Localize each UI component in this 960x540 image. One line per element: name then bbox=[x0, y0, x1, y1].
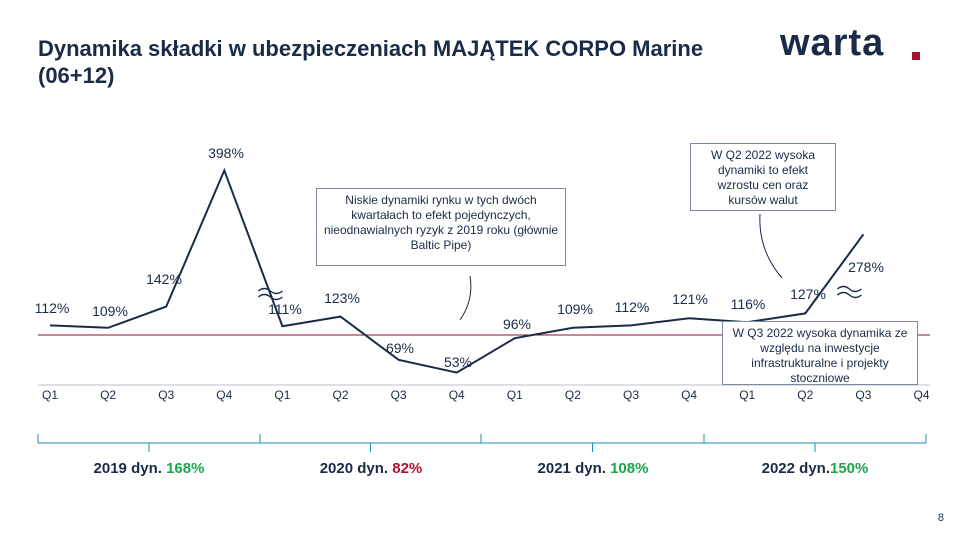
series-line bbox=[49, 167, 865, 374]
x-tick-label: Q4 bbox=[449, 388, 465, 402]
x-tick-label: Q4 bbox=[681, 388, 697, 402]
year-bracket bbox=[703, 434, 927, 452]
x-tick-label: Q4 bbox=[913, 388, 929, 402]
x-tick-label: Q2 bbox=[797, 388, 813, 402]
year-summary-2022: 2022 dyn.150% bbox=[761, 460, 869, 477]
note-2022-q2-connector bbox=[759, 213, 783, 279]
x-tick-label: Q3 bbox=[855, 388, 871, 402]
data-label: 109% bbox=[557, 301, 593, 317]
year-summary-2021: 2021 dyn. 108% bbox=[537, 460, 649, 477]
x-tick-label: Q2 bbox=[565, 388, 581, 402]
x-tick-label: Q2 bbox=[100, 388, 116, 402]
page-number: 8 bbox=[937, 512, 944, 524]
year-bracket bbox=[37, 434, 261, 452]
x-tick-label: Q1 bbox=[42, 388, 58, 402]
data-label: 53% bbox=[444, 354, 472, 370]
data-label: 398% bbox=[208, 145, 244, 161]
x-tick-label: Q3 bbox=[623, 388, 639, 402]
data-label: 112% bbox=[35, 300, 70, 316]
note-2022-q3: W Q3 2022 wysoka dynamika ze względu na … bbox=[722, 321, 918, 385]
year-bracket bbox=[480, 434, 705, 452]
x-tick-label: Q3 bbox=[158, 388, 174, 402]
year-dynamics-value: 150% bbox=[830, 460, 869, 477]
x-tick-label: Q1 bbox=[739, 388, 755, 402]
data-label: 142% bbox=[146, 271, 182, 287]
data-label: 109% bbox=[92, 303, 128, 319]
logo-dot bbox=[912, 52, 920, 60]
x-tick-label: Q1 bbox=[274, 388, 290, 402]
data-label: 96% bbox=[503, 316, 531, 332]
x-tick-label: Q2 bbox=[332, 388, 348, 402]
page-title: Dynamika składki w ubezpieczeniach MAJĄT… bbox=[38, 36, 704, 88]
data-label: 123% bbox=[324, 290, 360, 306]
note-2022-q2: W Q2 2022 wysoka dynamiki to efekt wzros… bbox=[690, 143, 836, 211]
x-tick-label: Q1 bbox=[507, 388, 523, 402]
year-dynamics-value: 82% bbox=[392, 460, 423, 477]
year-dynamics-value: 108% bbox=[610, 460, 649, 477]
year-summary-2019: 2019 dyn. 168% bbox=[93, 460, 205, 477]
data-label: 112% bbox=[615, 299, 650, 315]
year-dynamics-value: 168% bbox=[166, 460, 205, 477]
data-label: 111% bbox=[268, 301, 302, 317]
data-label: 121% bbox=[672, 291, 708, 307]
axis-break-mark bbox=[257, 287, 283, 301]
year-bracket bbox=[259, 434, 482, 452]
axis-break-mark bbox=[836, 285, 862, 299]
data-label: 116% bbox=[731, 296, 766, 312]
note-2020-connector bbox=[459, 275, 472, 321]
data-label: 127% bbox=[790, 286, 826, 302]
year-summary-2020: 2020 dyn. 82% bbox=[319, 460, 423, 477]
year-brackets bbox=[37, 434, 927, 452]
data-label: 69% bbox=[386, 340, 414, 356]
x-tick-label: Q3 bbox=[391, 388, 407, 402]
warta-logo: warta bbox=[780, 22, 885, 64]
data-label: 278% bbox=[848, 259, 884, 275]
note-2020: Niskie dynamiki rynku w tych dwóch kwart… bbox=[316, 188, 566, 266]
x-tick-label: Q4 bbox=[216, 388, 232, 402]
